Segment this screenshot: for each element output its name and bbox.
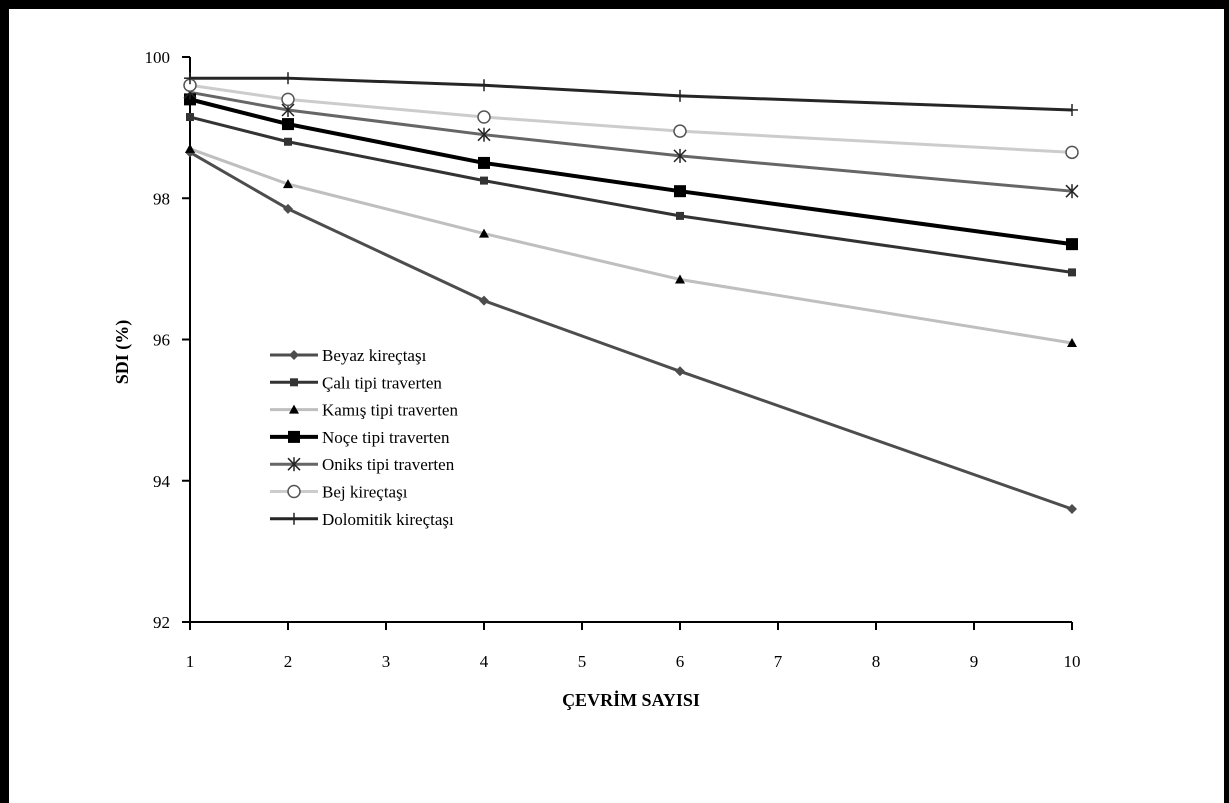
series-2-point-2 <box>284 137 292 146</box>
series-1-point-6 <box>675 366 685 377</box>
x-tick-label-9: 9 <box>970 652 979 671</box>
series-line-5 <box>189 90 1073 193</box>
series-7-point-2 <box>282 72 294 85</box>
x-tick-label-1: 1 <box>186 652 195 671</box>
series-2-point-1 <box>186 113 194 122</box>
series-7-point-1 <box>184 72 196 85</box>
y-tick-label-98: 98 <box>153 189 170 208</box>
series-line-6 <box>189 83 1073 154</box>
series-3-point-6 <box>675 274 685 284</box>
y-tick-label-92: 92 <box>153 613 170 632</box>
series-4-point-10 <box>1066 238 1078 251</box>
series-markers <box>183 72 1079 514</box>
series-3-point-1 <box>185 143 195 153</box>
legend-label-2: Çalı tipi traverten <box>322 373 442 392</box>
series-7-point-6 <box>674 89 686 102</box>
series-1-point-2 <box>283 203 293 214</box>
series-6-point-10 <box>1065 145 1079 160</box>
x-tick-label-3: 3 <box>382 652 391 671</box>
legend-label-4: Noçe tipi traverten <box>322 428 450 447</box>
series-4-point-1 <box>184 93 196 106</box>
x-tick-label-7: 7 <box>774 652 783 671</box>
y-tick-label-100: 100 <box>145 48 171 67</box>
series-6-point-2 <box>281 92 295 107</box>
legend-marker-5 <box>287 457 301 472</box>
legend-marker-6 <box>287 484 301 499</box>
series-3-point-10 <box>1067 338 1077 348</box>
x-tick-label-6: 6 <box>676 652 685 671</box>
series-3-point-2 <box>283 179 293 189</box>
series-5-point-6 <box>673 148 687 163</box>
series-3-point-4 <box>479 228 489 238</box>
legend: Beyaz kireçtaşı Çalı tipi traverten Kamış … <box>270 346 458 529</box>
series-5-point-4 <box>477 127 491 142</box>
series-2-point-10 <box>1068 268 1076 277</box>
series-7-point-4 <box>478 79 490 92</box>
series-6-point-6 <box>673 124 687 138</box>
legend-marker-1 <box>289 350 299 360</box>
legend-label-6: Bej kireçtaşı <box>322 483 408 502</box>
legend-marker-2 <box>290 378 298 387</box>
series-4-point-6 <box>674 185 686 198</box>
series-2-point-4 <box>480 176 488 185</box>
series-6-point-4 <box>477 110 491 124</box>
x-tick-label-8: 8 <box>872 652 881 671</box>
series-line-2 <box>189 115 1073 274</box>
series-4-point-2 <box>282 118 294 131</box>
x-axis-title: ÇEVRİM SAYISI <box>562 690 700 710</box>
legend-label-1: Beyaz kireçtaşı <box>322 346 427 365</box>
legend-label-5: Oniks tipi traverten <box>322 455 455 474</box>
series-1-point-10 <box>1067 504 1077 514</box>
series-1-point-4 <box>479 295 489 306</box>
legend-label-7: Dolomitik kireçtaşı <box>322 510 454 529</box>
y-tick-label-94: 94 <box>153 472 171 491</box>
y-tick-label-96: 96 <box>153 331 170 350</box>
series-7-point-10 <box>1066 103 1078 116</box>
legend-marker-4 <box>288 430 300 443</box>
x-tick-label-2: 2 <box>284 652 293 671</box>
x-tick-label-5: 5 <box>578 652 587 671</box>
series-line-4 <box>189 97 1073 247</box>
series-2-point-6 <box>676 211 684 220</box>
series-line-7 <box>190 76 1073 112</box>
axes: 92 94 96 98 100 1 2 3 4 5 6 7 8 9 10 <box>145 48 1081 671</box>
legend-marker-7 <box>288 512 300 525</box>
x-tick-label-10: 10 <box>1064 652 1081 671</box>
legend-marker-3 <box>289 404 299 414</box>
series-5-point-10 <box>1065 184 1079 199</box>
series-4-point-4 <box>478 156 490 169</box>
y-axis-title: SDI (%) <box>112 320 133 385</box>
x-tick-label-4: 4 <box>480 652 489 671</box>
legend-label-3: Kamış tipi traverten <box>322 401 458 420</box>
